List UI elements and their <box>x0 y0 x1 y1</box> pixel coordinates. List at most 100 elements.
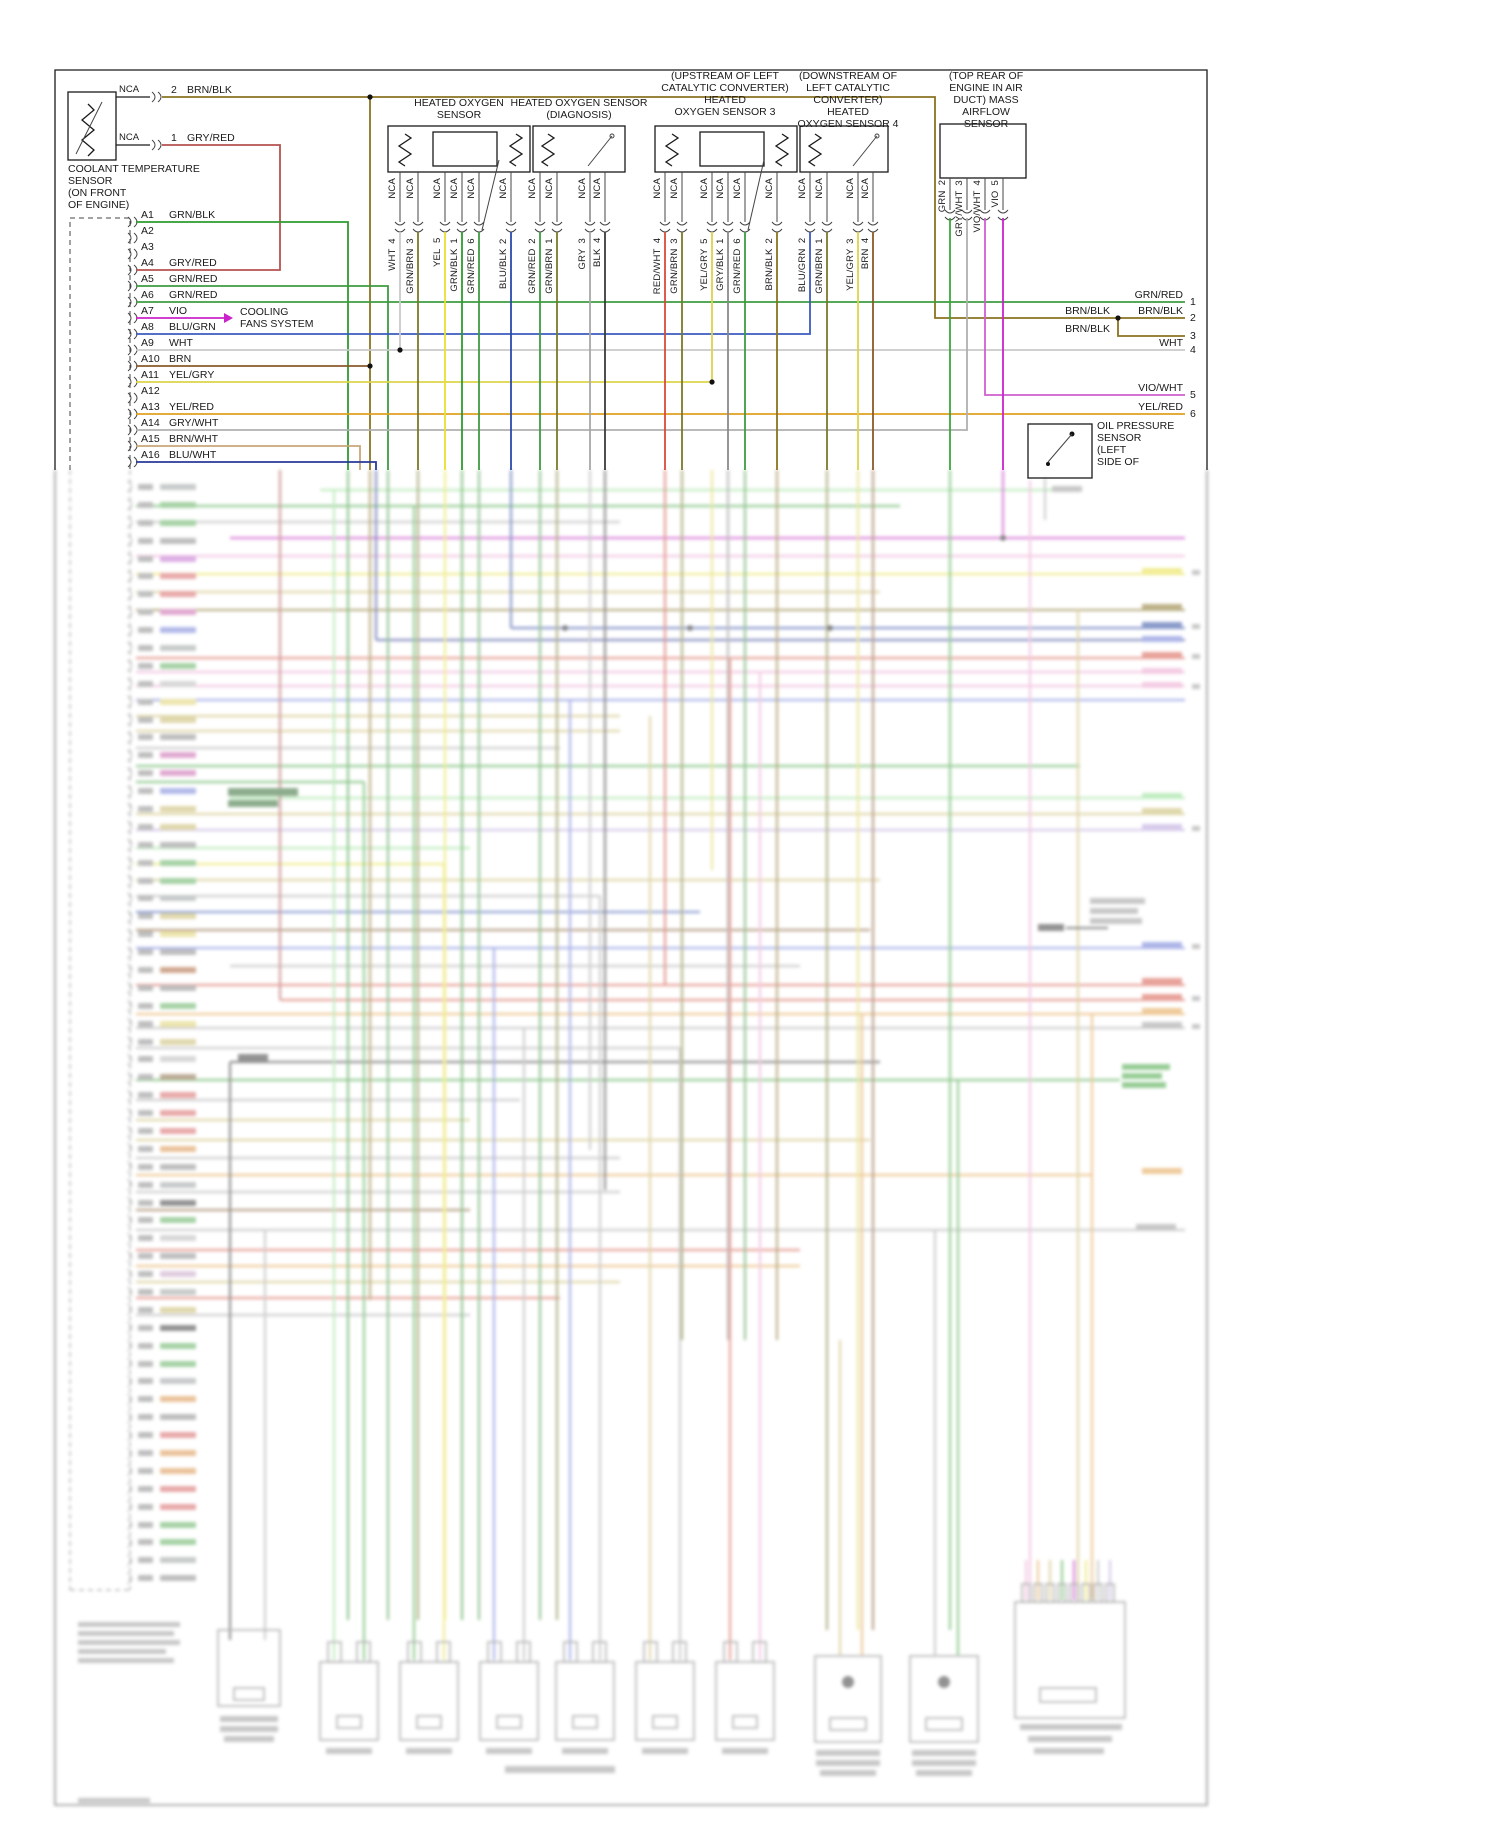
sensor-pin-label: GRN/BLK 1 <box>449 238 460 292</box>
ecm-pin-wire: GRN/BLK <box>169 209 216 221</box>
wire-color-label: GRN/BRN <box>669 248 680 294</box>
cooling-fans-arrowhead <box>224 313 233 323</box>
sensor-pin-label: RED/WHT 4 <box>652 238 663 294</box>
wire-color-label: BLU/BLK <box>498 248 509 289</box>
nca-label: NCA <box>699 178 710 199</box>
wire-color-label: WHT <box>387 248 398 271</box>
sensor-title-ho2s1: HEATED OXYGEN SENSOR <box>414 97 504 121</box>
wire-color-label: GRN/BRN <box>544 248 555 294</box>
nca-label: NCA <box>797 178 808 199</box>
sensor-title-ho2s3: (UPSTREAM OF LEFT CATALYTIC CONVERTER) H… <box>661 70 789 118</box>
ecm-pin-wire: GRY/RED <box>169 257 217 269</box>
coolant-wire-color: GRY/RED <box>187 132 235 144</box>
oil-pressure-sensor-symbol <box>1027 423 1093 479</box>
wire-color-label: GRN/BRN <box>405 248 416 294</box>
ecm-pin-wire: BRN <box>169 353 192 365</box>
wire-color-label: BLK <box>592 248 603 268</box>
sensor-pin-label: GRN/BRN 1 <box>814 238 825 294</box>
wire-color-label: BRN/BLK <box>764 248 775 291</box>
sensor-pin-label: YEL 5 <box>432 238 443 267</box>
nca-label: NCA <box>387 178 398 199</box>
sensor-pin-label: GRY 3 <box>577 238 588 270</box>
wire-color-label: VIO/WHT <box>972 190 983 233</box>
sensor-pin-label: GRY/WHT 3 <box>954 180 965 237</box>
nca-label: NCA <box>405 178 416 199</box>
wire-color-label: GRN/RED <box>527 248 538 294</box>
sensor-title-maf: (TOP REAR OF ENGINE IN AIR DUCT) MASS AI… <box>948 70 1024 130</box>
nca-label: NCA <box>498 178 509 199</box>
sensor-pin-label: BLU/BLK 2 <box>498 238 509 289</box>
cooling-fans-system-label: COOLING FANS SYSTEM <box>240 306 314 330</box>
pin-number: 3 <box>669 238 680 244</box>
wire-a1 <box>136 221 349 470</box>
wire-color-label: VIO <box>990 190 1001 208</box>
ecm-pin-id: A12 <box>141 385 160 397</box>
nca-label: NCA <box>814 178 825 199</box>
ecm-pin-id: A10 <box>141 353 160 365</box>
heated-oxygen-sensor-3-symbol <box>654 125 798 231</box>
pin-number: 4 <box>387 238 398 244</box>
wire-color-label: GRN/BLK <box>449 248 460 292</box>
nca-label: NCA <box>860 178 871 199</box>
heated-oxygen-sensor-4-symbol <box>799 125 889 173</box>
sensor-pin-label: GRN/BRN 3 <box>669 238 680 294</box>
ecm-pin-id: A13 <box>141 401 160 413</box>
ecm-pin-wire: BLU/GRN <box>169 321 216 333</box>
coolant-sensor-title: COOLANT TEMPERATURE SENSOR (ON FRONT OF … <box>68 163 200 211</box>
pin-number: 6 <box>732 238 743 244</box>
wire-maf-viowht-exit-5 <box>984 218 1185 396</box>
sensor-pin-label: BLK 4 <box>592 238 603 267</box>
pin-number: 2 <box>764 238 775 244</box>
nca-label: NCA <box>577 178 588 199</box>
wire-color-label: RED/WHT <box>652 248 663 295</box>
wire-a5 <box>136 285 389 470</box>
pin-number: 5 <box>699 238 710 244</box>
nca-label: NCA <box>544 178 555 199</box>
nca-label: NCA <box>845 178 856 199</box>
ecm-pin-id: A11 <box>141 369 159 381</box>
ecm-pin-wire: BLU/WHT <box>169 449 217 461</box>
ecm-pin-id: A8 <box>141 321 154 333</box>
ecm-pin-wire: WHT <box>169 337 193 349</box>
wire-color-label: GRY/WHT <box>954 190 965 237</box>
nca-label: NCA <box>592 178 603 199</box>
wire-a14-to-maf <box>136 218 968 431</box>
nca-label: NCA <box>449 178 460 199</box>
wire-coolant-brnblk <box>162 96 1185 319</box>
exit-wire-label: BRN/BLK <box>1065 323 1110 335</box>
pin-number: 4 <box>652 238 663 244</box>
exit-wire-label: GRN/RED <box>1134 289 1183 301</box>
pin-number: 1 <box>544 238 555 244</box>
pin-number: 3 <box>954 180 965 186</box>
ecm-pin-wire: GRN/RED <box>169 289 218 301</box>
pin-number: 6 <box>466 238 477 244</box>
ecm-pin-id: A4 <box>141 257 154 269</box>
ecm-pin-id: A9 <box>141 337 154 349</box>
pin-number: 4 <box>860 238 871 244</box>
sensor-pin-label: WHT 4 <box>387 238 398 271</box>
wire-color-label: GRY/BLK <box>715 248 726 291</box>
wire-color-label: YEL/GRY <box>845 248 856 291</box>
exit-wire-label: YEL/RED <box>1138 401 1183 413</box>
ecm-pin-wire: VIO <box>169 305 188 317</box>
exit-wire-label: BRN/BLK <box>1138 305 1183 317</box>
nca-label: NCA <box>715 178 726 199</box>
pin-number: 1 <box>715 238 726 244</box>
pin-number: 5 <box>990 180 1001 186</box>
sensor-pin-label: GRN/RED 6 <box>732 238 743 294</box>
sensor-pin-label: YEL/GRY 5 <box>699 238 710 291</box>
coolant-pin-number: 2 <box>171 84 177 96</box>
wire-color-label: GRN/RED <box>732 248 743 294</box>
exit-wire-label: VIO/WHT <box>1138 382 1183 394</box>
ecm-pin-wire: GRY/WHT <box>169 417 219 429</box>
sensor-pin-label: GRN/RED 6 <box>466 238 477 294</box>
pin-number: 2 <box>797 238 808 244</box>
ecm-pin-id: A6 <box>141 289 154 301</box>
wire-color-label: YEL/GRY <box>699 248 710 291</box>
pin-number: 2 <box>498 238 509 244</box>
wire-color-label: BLU/GRN <box>797 248 808 293</box>
sensor-pin-label: BRN/BLK 2 <box>764 238 775 291</box>
sensor-pin-label: VIO/WHT 4 <box>972 180 983 233</box>
